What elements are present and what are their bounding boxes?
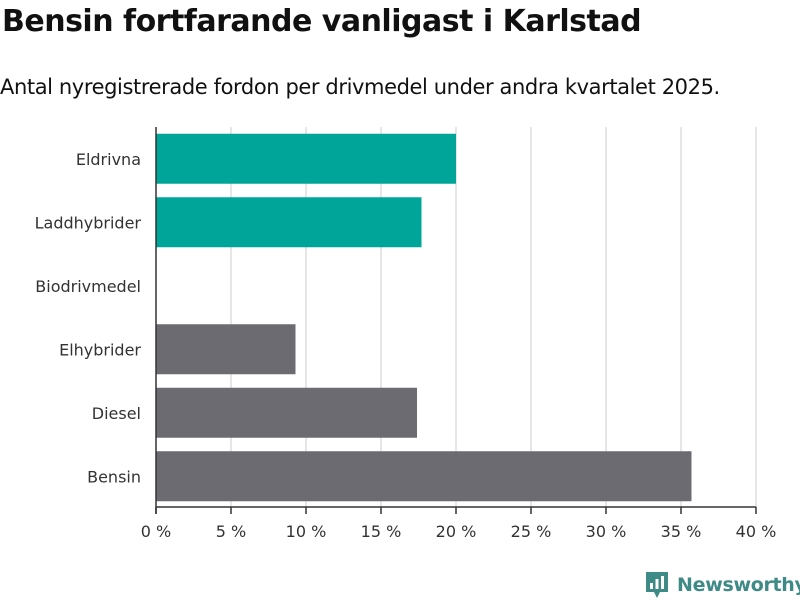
bar-diesel[interactable]: [156, 387, 417, 438]
category-labels: Eldrivna Laddhybrider Biodrivmedel Elhybrid…: [35, 150, 142, 487]
category-label: Biodrivmedel: [35, 277, 141, 296]
gridlines: [230, 127, 757, 507]
category-label: Diesel: [92, 404, 141, 423]
bars: [156, 133, 692, 502]
bar-laddhybrider[interactable]: [156, 197, 422, 248]
x-tick-label: 5 %: [216, 522, 246, 541]
x-tick-label: 35 %: [661, 522, 702, 541]
chart-subtitle: Antal nyregistrerade fordon per drivmede…: [0, 75, 720, 99]
bar-eldrivna[interactable]: [156, 133, 456, 184]
chart-title: Bensin fortfarande vanligast i Karlstad: [2, 4, 642, 39]
x-axis: 0 % 5 % 10 % 15 % 20 % 25 % 30 % 35 % 40 %: [141, 127, 777, 541]
x-tick-label: 10 %: [286, 522, 327, 541]
brand-name: Newsworthy: [677, 574, 800, 596]
category-label: Eldrivna: [76, 150, 141, 169]
x-tick-label: 25 %: [511, 522, 552, 541]
x-tick-label: 30 %: [586, 522, 627, 541]
x-tick-label: 20 %: [436, 522, 477, 541]
x-tick-label: 0 %: [141, 522, 171, 541]
bar-elhybrider[interactable]: [156, 324, 296, 375]
newsworthy-logo-icon: [646, 572, 668, 598]
x-tick-label: 15 %: [361, 522, 402, 541]
bar-bensin[interactable]: [156, 451, 692, 502]
brand-logo[interactable]: Newsworthy: [644, 570, 800, 600]
x-tick-label: 40 %: [736, 522, 777, 541]
category-label: Elhybrider: [59, 340, 141, 359]
category-label: Laddhybrider: [35, 213, 142, 232]
category-label: Bensin: [87, 467, 141, 486]
